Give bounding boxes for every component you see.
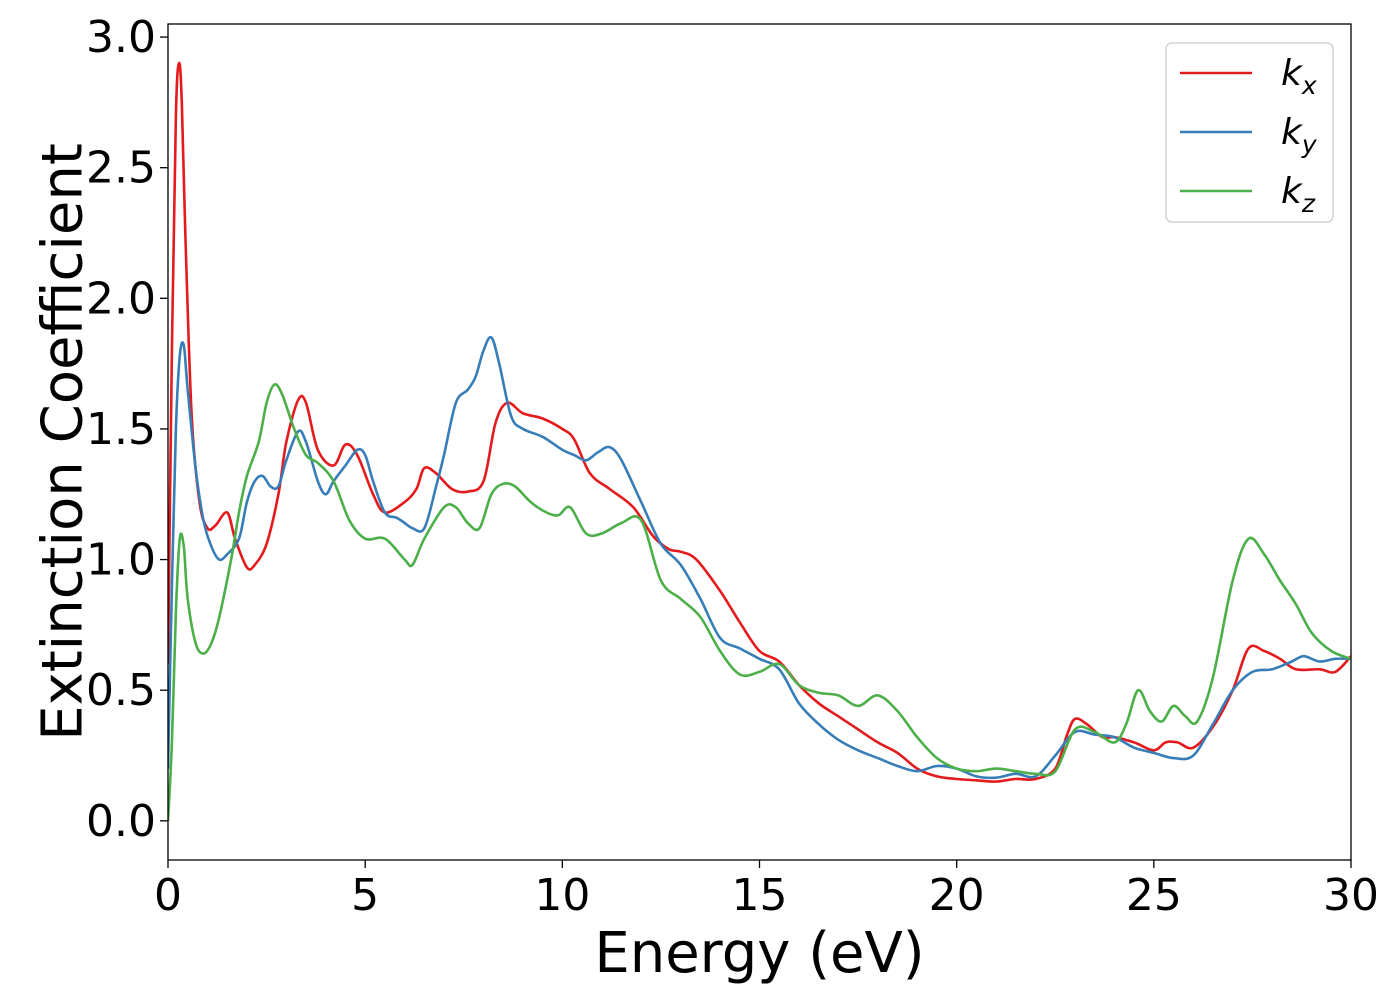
x-tick-label: 5: [351, 870, 379, 921]
y-tick-label: 2.5: [86, 143, 156, 194]
x-tick-label: 20: [929, 870, 985, 921]
y-tick-label: 0.0: [86, 796, 156, 847]
legend-label-z: kz: [1281, 171, 1316, 218]
y-tick-label: 0.5: [86, 665, 156, 716]
legend-label-y: ky: [1281, 112, 1318, 159]
y-tick-label: 3.0: [86, 12, 156, 63]
x-tick-label: 15: [732, 870, 788, 921]
legend-label-x: kx: [1281, 53, 1317, 100]
plot-area: [168, 61, 1351, 821]
y-tick-label: 2.0: [86, 273, 156, 324]
x-axis-title: Energy (eV): [594, 921, 924, 986]
y-tick-label: 1.5: [86, 404, 156, 455]
x-tick-label: 10: [534, 870, 590, 921]
x-tick-label: 30: [1323, 870, 1379, 921]
x-tick-label: 0: [154, 870, 182, 921]
x-tick-label: 25: [1126, 870, 1182, 921]
series-line-z: [168, 383, 1351, 821]
y-axis-title: Extinction Coefficient: [31, 143, 96, 741]
legend: kx ky kz: [1165, 42, 1334, 223]
series-line-y: [168, 335, 1351, 780]
y-tick-label: 1.0: [86, 535, 156, 586]
x-axis: 0 5 10 15 20 25 30: [154, 860, 1379, 921]
y-axis: 0.0 0.5 1.0 1.5 2.0 2.5 3.0: [86, 12, 168, 847]
